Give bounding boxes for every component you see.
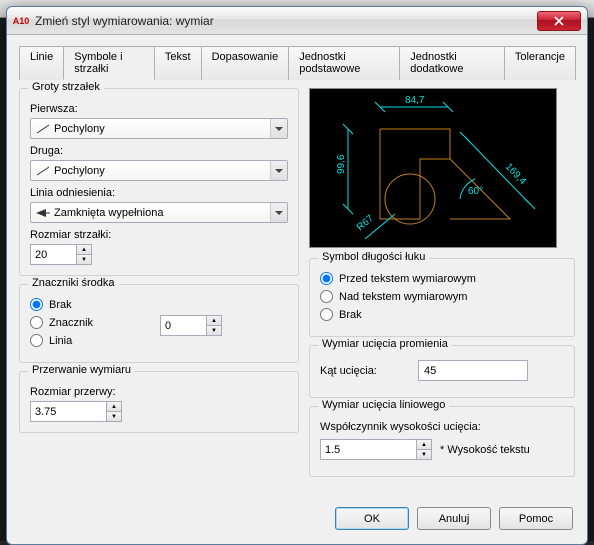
svg-text:99,6: 99,6: [336, 154, 347, 174]
chevron-down-icon: [270, 161, 287, 180]
group-promien: Wymiar ucięcia promienia Kąt ucięcia:: [309, 345, 575, 398]
svg-text:169,4: 169,4: [503, 161, 529, 187]
closed-arrow-icon: [36, 208, 50, 218]
titlebar: A10 Zmień styl wymiarowania: wymiar: [7, 7, 587, 35]
radio-przed[interactable]: [320, 272, 333, 285]
group-groty-title: Groty strzałek: [28, 81, 104, 93]
spinner-up-icon[interactable]: ▲: [106, 401, 122, 411]
group-groty: Groty strzałek Pierwsza: Pochylony Druga…: [19, 88, 299, 276]
tab-jednostki-podstawowe[interactable]: Jednostki podstawowe: [288, 46, 400, 80]
wsp-label: Współczynnik wysokości ucięcia:: [320, 421, 564, 433]
linia-odniesienia-label: Linia odniesienia:: [30, 187, 288, 199]
radio-luk-brak-label: Brak: [339, 309, 362, 321]
spinner-down-icon[interactable]: ▼: [206, 325, 222, 336]
tab-symbole[interactable]: Symbole i strzałki: [63, 46, 155, 80]
tab-linie[interactable]: Linie: [19, 46, 64, 80]
tab-dopasowanie[interactable]: Dopasowanie: [201, 46, 290, 80]
cancel-button[interactable]: Anuluj: [417, 507, 491, 530]
help-button[interactable]: Pomoc: [499, 507, 573, 530]
spinner-down-icon[interactable]: ▼: [106, 411, 122, 422]
preview-svg: 84,7 99,6 169,4 60°: [310, 89, 558, 249]
window-title: Zmień styl wymiarowania: wymiar: [35, 14, 537, 28]
oblique-arrow-icon: [36, 166, 50, 176]
spinner-up-icon[interactable]: ▲: [76, 244, 92, 254]
rozmiar-przerwy-spinner[interactable]: ▲ ▼: [30, 401, 122, 422]
kat-uciecia-label: Kąt ucięcia:: [320, 365, 410, 377]
radio-znacznik[interactable]: [30, 316, 43, 329]
pierwsza-value: Pochylony: [54, 123, 105, 135]
right-column: 84,7 99,6 169,4 60°: [309, 88, 575, 485]
group-znaczniki: Znaczniki środka Brak Znacznik Linia: [19, 284, 299, 363]
radio-linia-label: Linia: [49, 335, 72, 347]
spinner-down-icon[interactable]: ▼: [76, 254, 92, 265]
radio-linia[interactable]: [30, 334, 43, 347]
svg-text:84,7: 84,7: [405, 95, 425, 106]
spinner-up-icon[interactable]: ▲: [206, 315, 222, 325]
wys-tekstu-label: * Wysokość tekstu: [440, 444, 530, 456]
group-luk-title: Symbol długości łuku: [318, 251, 429, 263]
wsp-input[interactable]: [320, 439, 416, 460]
oblique-arrow-icon: [36, 124, 50, 134]
rozmiar-przerwy-label: Rozmiar przerwy:: [30, 386, 288, 398]
tab-tekst[interactable]: Tekst: [154, 46, 202, 80]
druga-value: Pochylony: [54, 165, 105, 177]
druga-combo[interactable]: Pochylony: [30, 160, 288, 181]
close-button[interactable]: [537, 11, 581, 31]
kat-uciecia-input[interactable]: [418, 360, 528, 381]
close-icon: [554, 16, 564, 26]
svg-text:R67: R67: [355, 213, 376, 234]
ok-button[interactable]: OK: [335, 507, 409, 530]
tab-strip: Linie Symbole i strzałki Tekst Dopasowan…: [19, 45, 575, 80]
rozmiar-strzalki-spinner[interactable]: ▲ ▼: [30, 244, 92, 265]
znacznik-size-spinner[interactable]: ▲ ▼: [160, 315, 222, 336]
radio-brak-label: Brak: [49, 299, 72, 311]
dimension-preview: 84,7 99,6 169,4 60°: [309, 88, 557, 248]
group-liniowe: Wymiar ucięcia liniowego Współczynnik wy…: [309, 406, 575, 477]
dialog-window: A10 Zmień styl wymiarowania: wymiar Lini…: [6, 6, 588, 545]
rozmiar-strzalki-label: Rozmiar strzałki:: [30, 229, 288, 241]
group-znaczniki-title: Znaczniki środka: [28, 277, 119, 289]
chevron-down-icon: [270, 203, 287, 222]
pierwsza-label: Pierwsza:: [30, 103, 288, 115]
dialog-footer: OK Anuluj Pomoc: [7, 497, 587, 544]
druga-label: Druga:: [30, 145, 288, 157]
group-promien-title: Wymiar ucięcia promienia: [318, 338, 452, 350]
radio-znacznik-label: Znacznik: [49, 317, 93, 329]
tab-tolerancje[interactable]: Tolerancje: [504, 46, 576, 80]
wsp-spinner[interactable]: ▲ ▼: [320, 439, 432, 460]
chevron-down-icon: [270, 119, 287, 138]
linia-odniesienia-combo[interactable]: Zamknięta wypełniona: [30, 202, 288, 223]
radio-nad[interactable]: [320, 290, 333, 303]
dialog-content: Linie Symbole i strzałki Tekst Dopasowan…: [7, 35, 587, 497]
rozmiar-przerwy-input[interactable]: [30, 401, 106, 422]
radio-brak[interactable]: [30, 298, 43, 311]
radio-nad-label: Nad tekstem wymiarowym: [339, 291, 467, 303]
radio-luk-brak[interactable]: [320, 308, 333, 321]
rozmiar-strzalki-input[interactable]: [30, 244, 76, 265]
tab-jednostki-dodatkowe[interactable]: Jednostki dodatkowe: [399, 46, 505, 80]
radio-przed-label: Przed tekstem wymiarowym: [339, 273, 476, 285]
group-przerwanie-title: Przerwanie wymiaru: [28, 364, 135, 376]
group-luk: Symbol długości łuku Przed tekstem wymia…: [309, 258, 575, 337]
app-icon: A10: [13, 13, 29, 29]
group-liniowe-title: Wymiar ucięcia liniowego: [318, 399, 449, 411]
znacznik-size-input[interactable]: [160, 315, 206, 336]
group-przerwanie: Przerwanie wymiaru Rozmiar przerwy: ▲ ▼: [19, 371, 299, 433]
left-column: Groty strzałek Pierwsza: Pochylony Druga…: [19, 88, 299, 485]
pierwsza-combo[interactable]: Pochylony: [30, 118, 288, 139]
linia-odniesienia-value: Zamknięta wypełniona: [54, 207, 163, 219]
svg-text:60°: 60°: [468, 186, 483, 197]
spinner-down-icon[interactable]: ▼: [416, 449, 432, 460]
spinner-up-icon[interactable]: ▲: [416, 439, 432, 449]
